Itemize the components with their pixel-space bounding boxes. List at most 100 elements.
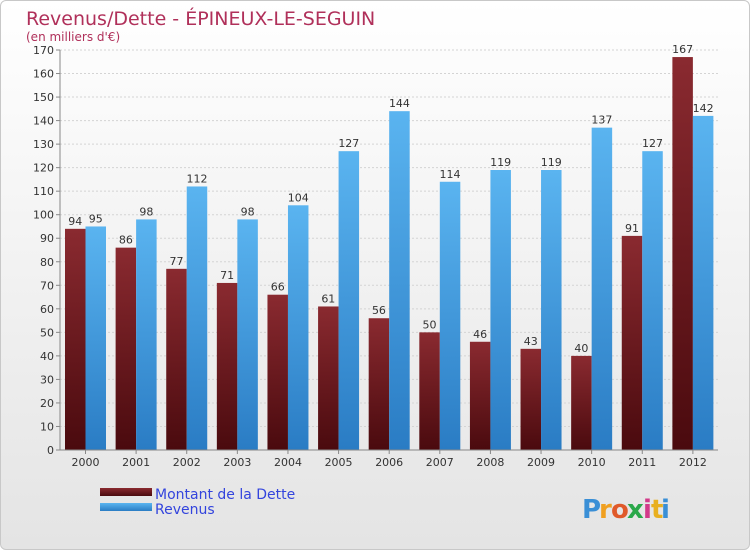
x-tick-label: 2008 [476,456,504,469]
y-tick-label: 160 [33,68,54,81]
legend: Montant de la Dette Revenus [100,487,295,518]
x-tick-label: 2003 [223,456,251,469]
x-tick-label: 2001 [122,456,150,469]
y-tick-label: 110 [33,185,54,198]
logo-letter: P [582,495,601,525]
bar-dette [469,341,491,450]
bar-dette [216,282,238,450]
value-label-revenus: 112 [186,172,207,185]
value-label-dette: 56 [372,304,386,317]
bar-revenus [591,127,613,450]
value-label-revenus: 142 [693,102,714,115]
logo-letter: o [611,495,629,525]
value-label-dette: 66 [271,281,285,294]
bar-revenus [237,219,258,450]
value-label-dette: 77 [169,255,183,268]
x-tick-label: 2010 [578,456,606,469]
x-tick-label: 2000 [72,456,100,469]
bar-revenus [642,151,663,451]
bar-dette [166,268,187,450]
logo-letter: r [599,495,612,525]
bar-revenus [389,111,410,451]
value-label-revenus: 119 [490,156,511,169]
y-tick-label: 80 [40,256,54,269]
value-label-revenus: 98 [241,205,255,218]
y-tick-label: 10 [40,420,54,433]
bar-revenus [338,151,360,451]
value-label-dette: 43 [524,335,538,348]
bar-revenus [692,115,714,450]
chart-subtitle: (en milliers d'€) [26,30,120,44]
proxiti-logo: Pr ox i ti [582,495,670,525]
bar-revenus [136,219,157,450]
y-tick-label: 170 [33,44,54,57]
logo-letter: t [651,495,663,525]
y-tick-label: 30 [40,373,54,386]
x-tick-label: 2009 [527,456,555,469]
y-axis-ticks: 0 10 20 30 40 50 60 70 80 90 100 110 120 130 140 150 160… [33,44,60,457]
y-tick-label: 130 [33,138,54,151]
bar-revenus [85,226,106,450]
bar-dette [267,294,288,450]
value-label-revenus: 127 [338,137,359,150]
x-tick-label: 2012 [679,456,707,469]
value-label-dette: 91 [625,222,639,235]
value-label-dette: 71 [220,269,234,282]
y-tick-label: 100 [33,209,54,222]
legend-label-revenus: Revenus [155,502,215,518]
x-tick-label: 2007 [426,456,454,469]
bar-revenus [287,205,309,450]
logo-letter: i [643,495,652,525]
value-label-dette: 46 [473,328,487,341]
bar-dette [318,306,339,450]
x-tick-label: 2005 [325,456,353,469]
y-tick-label: 60 [40,303,54,316]
bar-dette [115,247,137,450]
value-label-dette: 61 [321,292,335,305]
bar-dette [419,332,440,450]
bar-dette [65,228,86,450]
y-tick-label: 0 [47,444,54,457]
value-label-revenus: 127 [642,137,663,150]
y-tick-label: 50 [40,326,54,339]
bar-revenus [186,186,208,450]
y-tick-label: 120 [33,162,54,175]
value-label-revenus: 137 [591,114,612,127]
logo-letter: x [627,495,644,525]
bar-dette [520,348,542,450]
value-label-revenus: 119 [541,156,562,169]
bar-dette [368,318,390,450]
bar-revenus [490,170,511,450]
bars: 94 95 86 98 77 112 71 98 66 104 61 127 56 144 50 114 46 1… [65,43,714,451]
x-tick-label: 2006 [375,456,403,469]
y-tick-label: 150 [33,91,54,104]
chart-title: Revenus/Dette - ÉPINEUX-LE-SEGUIN [26,7,375,30]
legend-swatch-revenus [100,503,152,511]
y-tick-label: 90 [40,232,54,245]
bar-dette [571,355,592,450]
y-tick-label: 140 [33,115,54,128]
bar-revenus [439,181,461,450]
value-label-revenus: 104 [288,191,309,204]
legend-label-debt: Montant de la Dette [155,487,295,503]
bar-revenus [541,170,562,450]
x-axis-ticks: 2000 2001 2002 2003 2004 2005 2006 2007 2008 2009… [72,450,707,469]
value-label-dette: 167 [672,43,693,56]
value-label-revenus: 95 [89,212,103,225]
legend-swatch-debt [100,488,152,496]
value-label-dette: 50 [423,318,437,331]
value-label-revenus: 144 [389,97,410,110]
x-tick-label: 2002 [173,456,201,469]
value-label-dette: 94 [68,215,82,228]
value-label-dette: 40 [574,342,588,355]
value-label-revenus: 98 [139,205,153,218]
y-tick-label: 20 [40,397,54,410]
y-tick-label: 70 [40,279,54,292]
x-tick-label: 2011 [628,456,656,469]
bar-dette [672,57,693,450]
bar-dette [621,235,643,450]
value-label-dette: 86 [119,234,133,247]
x-tick-label: 2004 [274,456,302,469]
value-label-revenus: 114 [440,168,461,181]
